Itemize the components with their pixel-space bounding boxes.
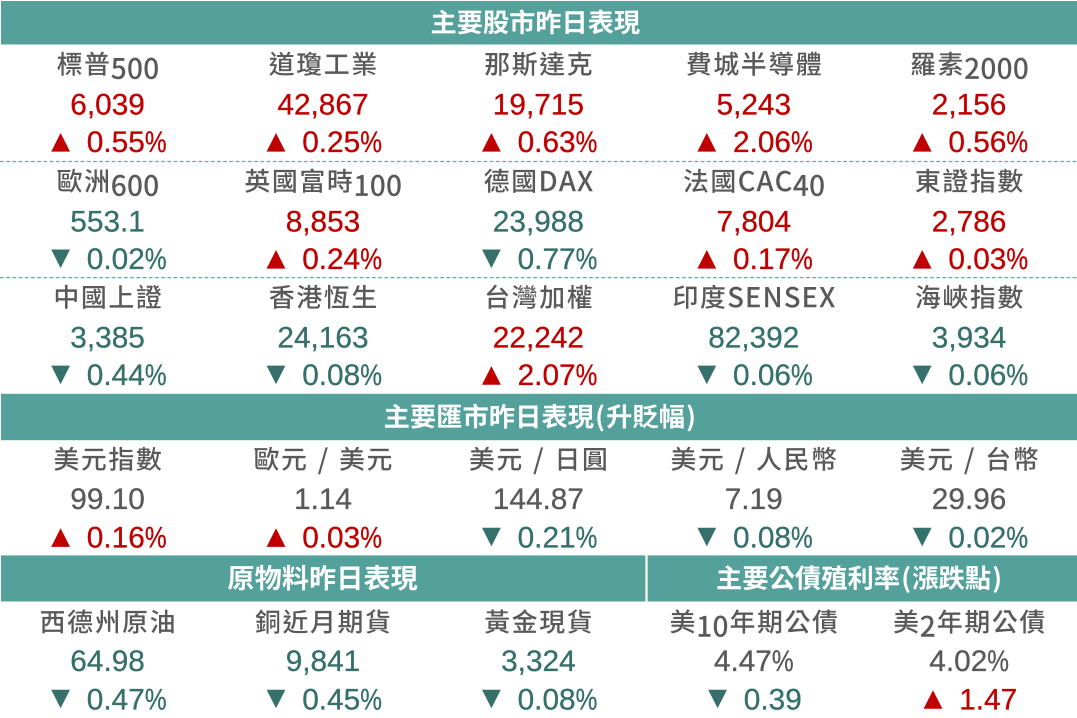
svg-text:0.08: 0.08 (302, 359, 360, 392)
svg-text:0.63: 0.63 (518, 126, 576, 159)
svg-text:%: % (360, 358, 382, 392)
svg-text:553.1: 553.1 (70, 206, 145, 239)
svg-text:144.87: 144.87 (493, 483, 584, 516)
svg-text:%: % (1006, 520, 1028, 554)
svg-text:0.06: 0.06 (733, 359, 791, 392)
svg-text:23,988: 23,988 (493, 206, 584, 239)
svg-text:%: % (360, 125, 382, 159)
svg-text:0.02: 0.02 (948, 521, 1006, 554)
svg-text:0.03: 0.03 (302, 521, 360, 554)
svg-text:2.07: 2.07 (518, 359, 576, 392)
svg-text:9,841: 9,841 (286, 645, 361, 678)
svg-text:%: % (145, 358, 167, 392)
svg-text:%: % (1006, 358, 1028, 392)
svg-text:%: % (360, 242, 382, 276)
svg-text:19,715: 19,715 (493, 89, 584, 122)
svg-text:%: % (576, 358, 598, 392)
svg-text:4.02: 4.02 (929, 645, 987, 678)
svg-text:24,163: 24,163 (277, 322, 368, 355)
svg-text:0.17: 0.17 (733, 243, 791, 276)
svg-text:0.21: 0.21 (518, 521, 576, 554)
svg-text:%: % (1006, 125, 1028, 159)
svg-text:%: % (145, 682, 167, 716)
svg-text:%: % (791, 520, 813, 554)
svg-text:82,392: 82,392 (708, 322, 799, 355)
svg-text:%: % (987, 644, 1009, 678)
svg-text:1.47: 1.47 (959, 683, 1017, 716)
svg-text:0.25: 0.25 (302, 126, 360, 159)
svg-text:0.44: 0.44 (87, 359, 145, 392)
svg-text:0.56: 0.56 (948, 126, 1006, 159)
svg-text:0.47: 0.47 (87, 683, 145, 716)
svg-text:0.08: 0.08 (733, 521, 791, 554)
svg-text:1.14: 1.14 (294, 483, 352, 516)
svg-text:0.03: 0.03 (948, 243, 1006, 276)
svg-text:29.96: 29.96 (932, 483, 1007, 516)
svg-text:2.06: 2.06 (733, 126, 791, 159)
svg-text:0.02: 0.02 (87, 243, 145, 276)
svg-text:0.06: 0.06 (948, 359, 1006, 392)
svg-text:%: % (145, 125, 167, 159)
svg-text:3,385: 3,385 (70, 322, 145, 355)
svg-text:0.55: 0.55 (87, 126, 145, 159)
svg-text:0.77: 0.77 (518, 243, 576, 276)
svg-text:5,243: 5,243 (717, 89, 792, 122)
svg-text:7,804: 7,804 (717, 206, 792, 239)
svg-text:0.39: 0.39 (744, 683, 802, 716)
svg-text:%: % (360, 682, 382, 716)
svg-text:64.98: 64.98 (70, 645, 145, 678)
svg-text:3,934: 3,934 (932, 322, 1007, 355)
svg-text:8,853: 8,853 (286, 206, 361, 239)
svg-text:%: % (360, 520, 382, 554)
svg-text:42,867: 42,867 (277, 89, 368, 122)
svg-text:99.10: 99.10 (70, 483, 145, 516)
svg-text:0.08: 0.08 (518, 683, 576, 716)
svg-text:%: % (772, 644, 794, 678)
svg-text:%: % (1006, 242, 1028, 276)
svg-text:%: % (145, 520, 167, 554)
svg-text:%: % (576, 520, 598, 554)
svg-text:%: % (791, 242, 813, 276)
svg-text:6,039: 6,039 (70, 89, 145, 122)
svg-text:0.45: 0.45 (302, 683, 360, 716)
svg-text:2,786: 2,786 (932, 206, 1007, 239)
svg-text:%: % (576, 242, 598, 276)
svg-text:22,242: 22,242 (493, 322, 584, 355)
svg-text:%: % (791, 358, 813, 392)
svg-text:0.16: 0.16 (87, 521, 145, 554)
svg-text:0.24: 0.24 (302, 243, 360, 276)
svg-text:2,156: 2,156 (932, 89, 1007, 122)
svg-text:7.19: 7.19 (725, 483, 783, 516)
svg-text:4.47: 4.47 (714, 645, 772, 678)
svg-text:%: % (576, 125, 598, 159)
svg-text:3,324: 3,324 (501, 645, 576, 678)
svg-text:%: % (791, 125, 813, 159)
svg-text:%: % (576, 682, 598, 716)
svg-text:%: % (145, 242, 167, 276)
